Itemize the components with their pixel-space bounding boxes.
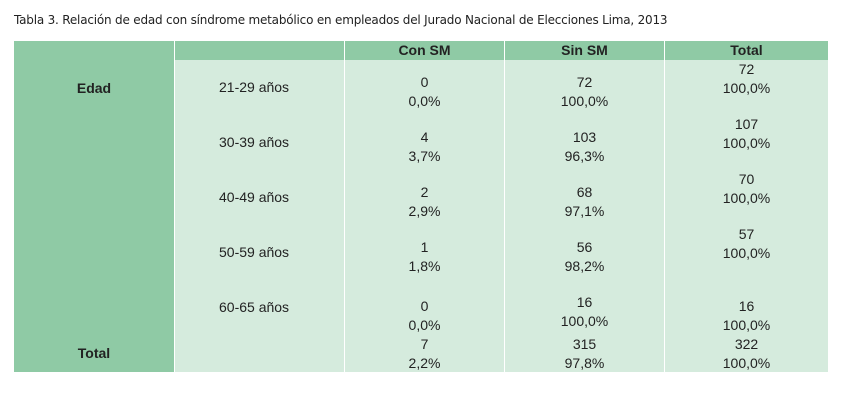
- count: 16: [576, 293, 593, 310]
- percent: 3,7%: [408, 147, 441, 164]
- percent: 100,0%: [722, 355, 771, 371]
- data-cell: 16 100,0%: [505, 280, 664, 335]
- row-label: 50-59 años: [219, 244, 290, 260]
- data-cell: 4 3,7%: [345, 115, 504, 170]
- count: 16: [738, 298, 755, 314]
- count: 72: [738, 61, 755, 77]
- percent: 100,0%: [722, 317, 771, 333]
- percent: 100,0%: [560, 92, 609, 109]
- percent: 2,9%: [408, 202, 441, 219]
- count: 57: [738, 226, 755, 242]
- count: 107: [734, 116, 759, 132]
- percent: 98,2%: [564, 257, 605, 274]
- count: 2: [420, 183, 429, 200]
- total-cell: 315 97,8%: [505, 335, 664, 372]
- percent: 1,8%: [408, 257, 441, 274]
- row-label-cell: 21-29 años: [175, 60, 344, 115]
- percent: 100,0%: [722, 245, 771, 261]
- data-cell: 16 100,0%: [665, 280, 828, 335]
- header-cell: [175, 41, 344, 60]
- row-label: 40-49 años: [219, 189, 290, 205]
- data-cell: 107 100,0%: [665, 115, 828, 170]
- header-cell: Con SM: [345, 41, 504, 60]
- data-cell: 103 96,3%: [505, 115, 664, 170]
- row-label: 30-39 años: [219, 134, 290, 150]
- header-cell: Total: [665, 41, 828, 60]
- count: 70: [738, 171, 755, 187]
- data-cell: 72 100,0%: [665, 60, 828, 115]
- column-header: Con SM: [398, 42, 451, 58]
- header-cell: Sin SM: [505, 41, 664, 60]
- percent: 100,0%: [560, 312, 609, 329]
- count: 68: [576, 183, 593, 200]
- data-cell: 68 97,1%: [505, 170, 664, 225]
- percent: 97,8%: [564, 355, 605, 371]
- percent: 97,1%: [564, 202, 605, 219]
- row-label-cell: 30-39 años: [175, 115, 344, 170]
- count: 103: [572, 128, 597, 145]
- table-caption: Tabla 3. Relación de edad con síndrome m…: [14, 13, 668, 27]
- percent: 96,3%: [564, 147, 605, 164]
- count: 315: [572, 336, 597, 352]
- group-cell: Edad: [14, 41, 174, 335]
- count: 4: [420, 128, 429, 145]
- data-cell: 56 98,2%: [505, 225, 664, 280]
- total-label-cell: Total: [14, 335, 174, 372]
- row-label-cell: 40-49 años: [175, 170, 344, 225]
- table: Edad Con SM Sin SM Total 21-29 años 0 0,0% 72 10…: [14, 41, 828, 372]
- count: 1: [420, 238, 429, 255]
- count: 7: [420, 336, 429, 352]
- count: 56: [576, 238, 593, 255]
- data-cell: 0 0,0%: [345, 60, 504, 115]
- count: 0: [420, 73, 429, 90]
- group-label: Edad: [76, 80, 112, 96]
- percent: 100,0%: [722, 80, 771, 96]
- total-cell: 322 100,0%: [665, 335, 828, 372]
- percent: 0,0%: [408, 92, 441, 109]
- count: 72: [576, 73, 593, 90]
- count: 0: [420, 298, 429, 314]
- data-cell: 1 1,8%: [345, 225, 504, 280]
- row-label: 60-65 años: [219, 299, 290, 315]
- data-cell: 70 100,0%: [665, 170, 828, 225]
- data-cell: 72 100,0%: [505, 60, 664, 115]
- percent: 0,0%: [408, 317, 441, 333]
- percent: 2,2%: [408, 355, 441, 371]
- row-label-cell: 50-59 años: [175, 225, 344, 280]
- total-cell: [175, 335, 344, 372]
- percent: 100,0%: [722, 135, 771, 151]
- row-label-cell: 60-65 años: [175, 280, 344, 335]
- column-header: Total: [730, 42, 763, 58]
- percent: 100,0%: [722, 190, 771, 206]
- data-cell: 57 100,0%: [665, 225, 828, 280]
- data-cell: 0 0,0%: [345, 280, 504, 335]
- total-cell: 7 2,2%: [345, 335, 504, 372]
- count: 322: [734, 336, 759, 352]
- total-label: Total: [77, 345, 111, 361]
- column-header: Sin SM: [561, 42, 608, 58]
- row-label: 21-29 años: [219, 79, 290, 95]
- data-cell: 2 2,9%: [345, 170, 504, 225]
